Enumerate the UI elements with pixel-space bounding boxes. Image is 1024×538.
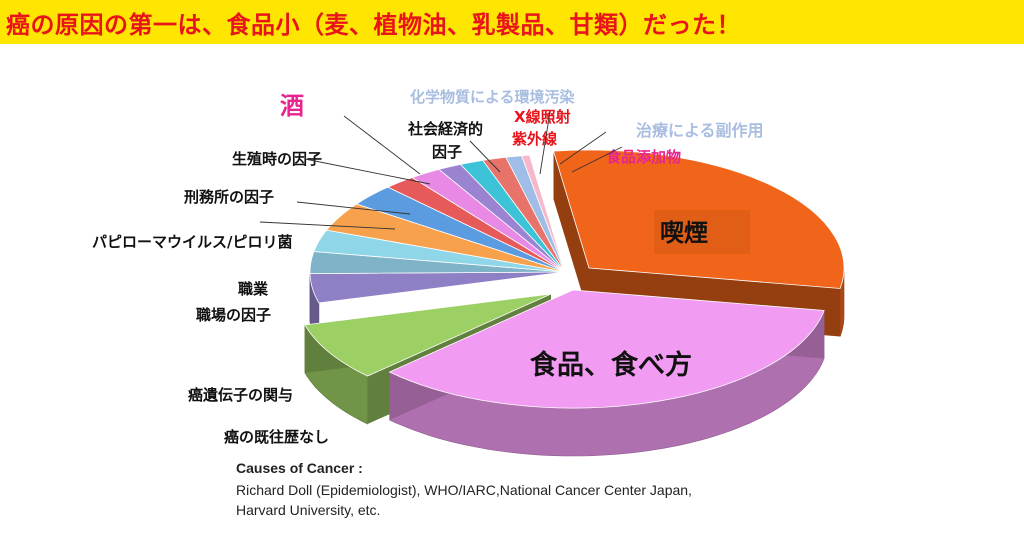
slice-label: 因子	[432, 143, 462, 161]
leader-line	[304, 158, 431, 185]
source-line-2: Harvard University, etc.	[236, 502, 381, 518]
source-note: Causes of Cancer : Richard Doll (Epidemi…	[236, 460, 996, 520]
slice-label: 酒	[280, 92, 304, 120]
slice-label: 治療による副作用	[636, 121, 764, 140]
slice-label: 喫煙	[660, 219, 708, 247]
pie-slice	[388, 289, 825, 409]
title-banner: 癌の原因の第一は、食品小（麦、植物油、乳製品、甘類）だった！	[0, 0, 1024, 44]
slice-label: 食品添加物	[606, 148, 681, 166]
slice-label: 職場の因子	[196, 306, 271, 324]
slice-label: 生殖時の因子	[232, 150, 322, 168]
pie-tops	[304, 149, 845, 409]
leader-line	[539, 111, 551, 175]
slice-label: X線照射	[514, 108, 571, 126]
leader-line	[559, 131, 607, 165]
leader-line	[296, 201, 411, 215]
slice-label: パピローマウイルス/ピロリ菌	[92, 233, 292, 251]
pie-slice	[521, 154, 566, 273]
source-line-1: Richard Doll (Epidemiologist), WHO/IARC,…	[236, 482, 692, 498]
slice-label: 職業	[238, 280, 269, 298]
leader-line	[571, 146, 623, 173]
slice-label: 刑務所の因子	[184, 188, 274, 206]
slice-label: 癌遺伝子の関与	[188, 386, 293, 404]
leader-line	[259, 221, 396, 230]
slice-label: 癌の既往歴なし	[224, 428, 329, 446]
leader-line	[469, 140, 501, 173]
slice-label: 社会経済的	[407, 120, 483, 138]
pie-slice-edge	[553, 151, 589, 316]
slice-label: 紫外線	[512, 130, 557, 148]
slice-label: 食品、食べ方	[530, 349, 692, 381]
source-heading: Causes of Cancer :	[236, 460, 363, 476]
slice-label: 化学物質による環境汚染	[410, 88, 576, 106]
pie-slice	[304, 293, 552, 377]
smoking-label-box	[654, 210, 750, 254]
leader-line	[343, 115, 421, 175]
page-title: 癌の原因の第一は、食品小（麦、植物油、乳製品、甘類）だった！	[6, 10, 741, 39]
